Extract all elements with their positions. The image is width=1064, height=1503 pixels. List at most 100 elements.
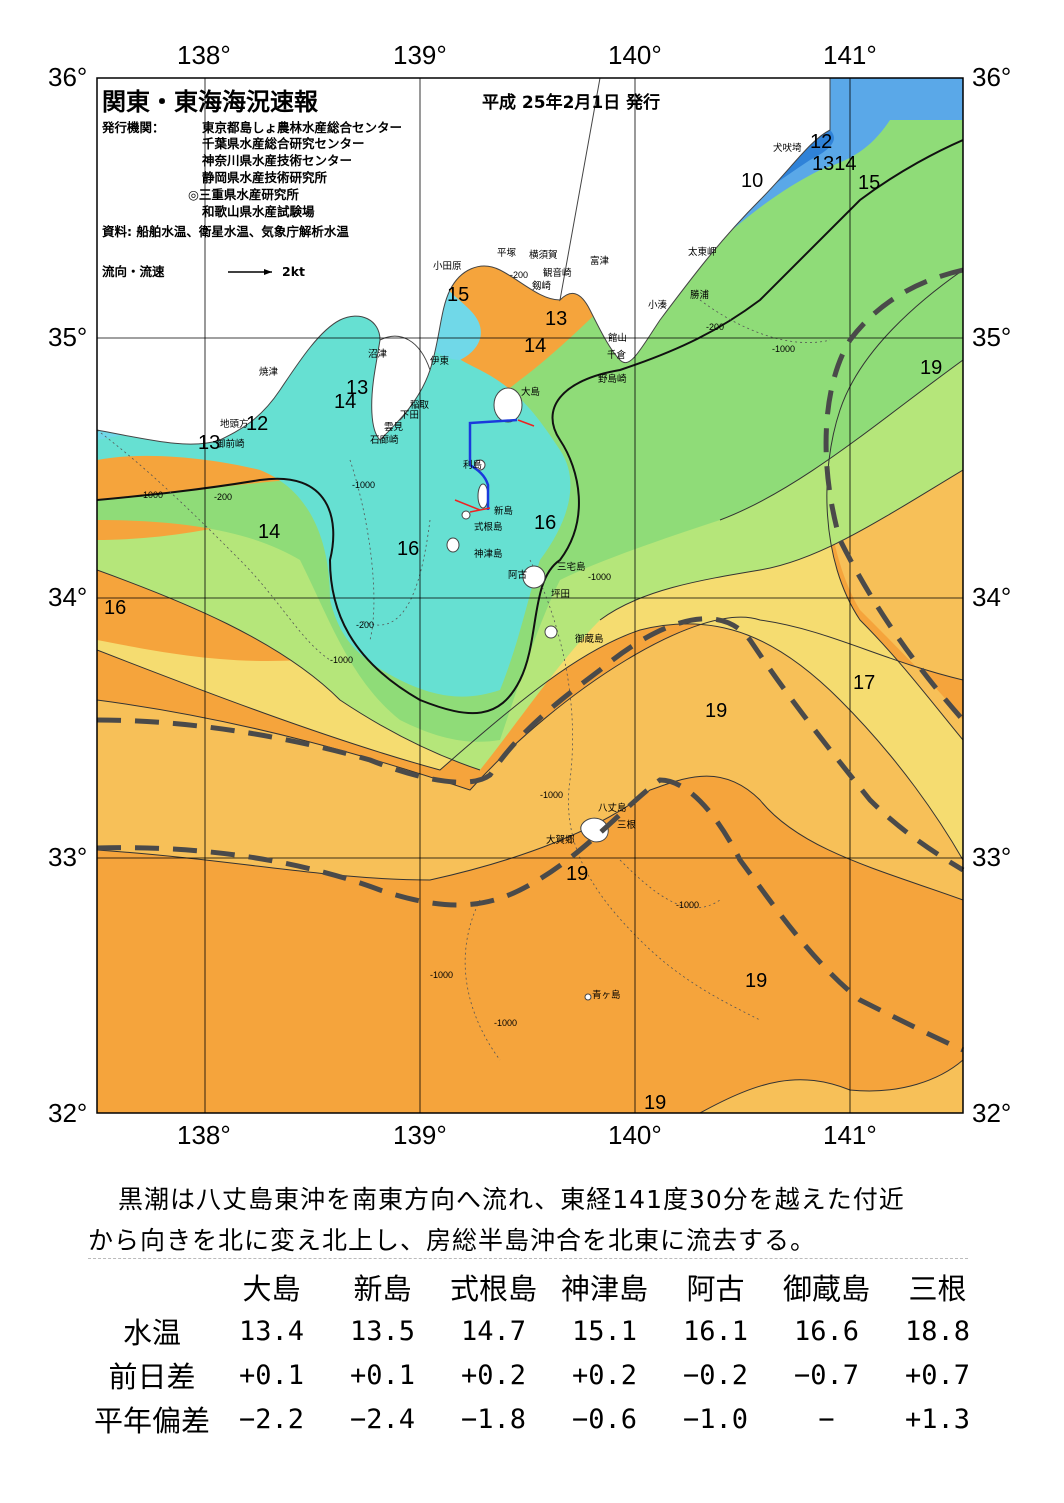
table-corner	[88, 1265, 216, 1309]
lon-label-bottom-139: 139°	[393, 1120, 447, 1150]
place-label: 大島	[521, 387, 541, 398]
page-title: 関東・東海海況速報	[102, 88, 318, 116]
land	[96, 77, 831, 1001]
table-cell: −1.8	[460, 1403, 527, 1435]
place-label: 八丈島	[598, 803, 627, 814]
place-label: 下田	[400, 410, 420, 421]
place-label: 小田原	[433, 261, 462, 272]
flow-legend-label: 流向・流速	[102, 264, 165, 279]
table-row-label: 前日差	[108, 1360, 196, 1394]
isotherm-label: 12	[810, 131, 833, 153]
place-label: 三宅島	[557, 562, 586, 573]
isotherm-label: 16	[104, 597, 127, 619]
table-cell: +0.1	[238, 1359, 305, 1391]
lat-label-right-34: 34°	[972, 582, 1012, 612]
bathymetry-label: -1000	[352, 480, 376, 490]
bathymetry-label: -200	[356, 620, 375, 630]
place-label: 御蔵島	[575, 634, 604, 645]
table-row: 水温 13.4 13.5 14.7 15.1 16.1 16.6 18.8	[88, 1309, 993, 1353]
isotherm-label: 16	[397, 538, 420, 560]
flow-legend-unit: 2kt	[282, 264, 305, 279]
lat-label-right-33: 33°	[972, 842, 1012, 872]
isotherm-label: 16	[534, 512, 557, 534]
isotherm-label: 13	[346, 377, 369, 399]
lat-label-right-36: 36°	[972, 62, 1012, 92]
table-row-label: 平年偏差	[93, 1404, 210, 1438]
place-label: 地頭方	[220, 419, 249, 430]
isotherm-label: 1314	[812, 153, 857, 175]
table-cell: −2.4	[349, 1403, 416, 1435]
island-toshima	[474, 459, 486, 471]
island-hachijojima	[580, 817, 609, 843]
place-label: 犬吠埼	[773, 143, 802, 154]
lat-label-left-35: 35°	[48, 322, 88, 352]
isotherm-label: 19	[920, 357, 943, 379]
table-col-header: 神津島	[560, 1272, 648, 1306]
isotherm-label: 19	[566, 863, 589, 885]
map-frame	[96, 77, 964, 1114]
island-aogashima	[584, 993, 592, 1001]
lon-label-top-138: 138°	[177, 40, 231, 70]
description-line-2: から向きを北に変え北上し、房総半島沖合を北東に流去する。	[88, 1226, 817, 1255]
isotherm-label: 13	[198, 432, 221, 454]
bathymetry-label: -1000	[430, 970, 454, 980]
isotherm-label: 19	[644, 1092, 667, 1114]
divider	[88, 1258, 968, 1259]
place-label: 神津島	[474, 549, 503, 560]
table-col-header: 式根島	[449, 1272, 537, 1306]
table-row: 平年偏差 −2.2 −2.4 −1.8 −0.6 −1.0 − +1.3	[88, 1397, 993, 1441]
table-cell: +1.3	[904, 1403, 971, 1435]
publisher-label: 発行機関：	[102, 120, 165, 135]
kuroshio-axes	[96, 267, 965, 1053]
bathymetry-label: -200	[214, 492, 233, 502]
publisher-5: 和歌山県水産試験場	[202, 204, 315, 219]
kuroshio-axis-south	[96, 777, 964, 1053]
island-kozushima	[446, 537, 460, 553]
kuroshio-axis-east	[823, 267, 965, 722]
lat-label-left-33: 33°	[48, 842, 88, 872]
lat-label-right-35: 35°	[972, 322, 1012, 352]
kuroshio-axis-north	[96, 616, 965, 873]
survey-track	[468, 418, 518, 510]
table-cell: +0.2	[571, 1359, 638, 1391]
table-cell: +0.7	[904, 1359, 971, 1391]
publisher-0: 東京都島しょ農林水産総合センター	[202, 120, 403, 135]
table-col-header: 阿古	[686, 1272, 745, 1306]
isotherm-label: 14	[524, 335, 547, 357]
bathymetry-label: -1000	[330, 655, 354, 665]
place-label: 三根	[617, 820, 637, 831]
lon-label-bottom-138: 138°	[177, 1120, 231, 1150]
issue-date: 平成 25年2月1日 発行	[482, 93, 661, 113]
place-label: 富津	[590, 256, 610, 267]
place-label: 稲取	[410, 400, 430, 411]
bathymetry-label: -200	[706, 322, 725, 332]
table-col-header: 御蔵島	[782, 1272, 870, 1306]
lon-label-top-141: 141°	[823, 40, 877, 70]
place-label: 石廊崎	[370, 435, 399, 446]
bathymetry-label: -1000	[772, 344, 796, 354]
island-niijima	[477, 483, 489, 509]
table-cell: −2.2	[238, 1403, 305, 1435]
isotherm-label: 10	[741, 170, 764, 192]
table-col-header: 三根	[908, 1272, 967, 1306]
table-header-row: 大島 新島 式根島 神津島 阿古 御蔵島 三根	[88, 1265, 993, 1309]
isotherm-label: 17	[853, 672, 876, 694]
table-cell: −0.6	[571, 1403, 638, 1435]
isotherm-label: 15	[858, 172, 881, 194]
isotherm-label: 14	[334, 391, 357, 413]
bathymetry-label: -200	[510, 270, 529, 280]
place-label: 坪田	[551, 589, 571, 600]
table-cell: −	[818, 1403, 835, 1435]
table-cell: −1.0	[682, 1403, 749, 1435]
place-label: 焼津	[259, 367, 279, 378]
isotherm-label: 14	[258, 521, 281, 543]
table-col-header: 新島	[353, 1272, 412, 1306]
island-mikurajima	[544, 625, 558, 639]
lon-label-bottom-141: 141°	[823, 1120, 877, 1150]
publisher-3: 静岡県水産技術研究所	[202, 170, 328, 185]
place-label: 大賀郷	[546, 835, 575, 846]
bathymetry-label: -1000	[540, 790, 564, 800]
lat-label-right-32: 32°	[972, 1098, 1012, 1128]
table-row: 前日差 +0.1 +0.1 +0.2 +0.2 −0.2 −0.7 +0.7	[88, 1353, 993, 1397]
